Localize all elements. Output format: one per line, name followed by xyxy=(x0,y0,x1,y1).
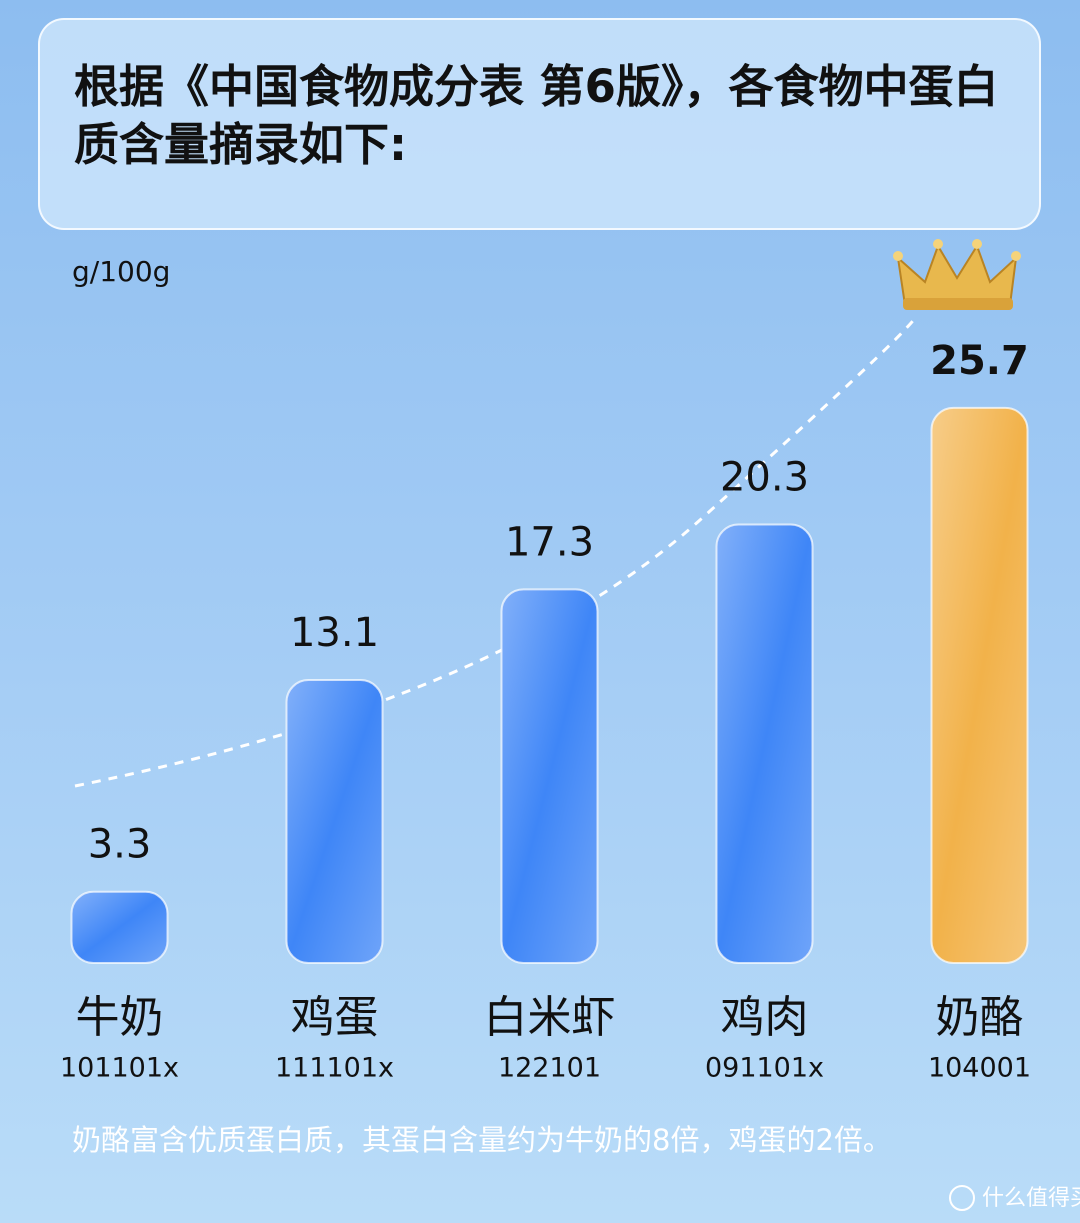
x-tick-label: 白米虾 xyxy=(484,992,616,1043)
watermark-icon xyxy=(949,1185,975,1211)
bar-gloss xyxy=(71,891,168,963)
y-axis-label: g/100g xyxy=(72,255,170,288)
value-label: 17.3 xyxy=(505,519,594,565)
category-code: 104001 xyxy=(928,1053,1031,1084)
watermark: 什么值得买 xyxy=(982,1186,1080,1211)
x-tick-label: 鸡蛋 xyxy=(291,992,379,1043)
trend-curve xyxy=(74,317,917,788)
bar-gloss xyxy=(716,524,813,963)
annotation: 奶酪富含优质蛋白质，其蛋白含量约为牛奶的8倍，鸡蛋的2倍。 xyxy=(72,1123,892,1157)
bar-gloss xyxy=(931,407,1028,963)
title-box: 根据《中国食物成分表 第6版》，各食物中蛋白质含量摘录如下: xyxy=(38,18,1041,230)
x-tick-label: 奶酪 xyxy=(936,992,1024,1043)
category-code: 122101 xyxy=(498,1053,601,1084)
bar-gloss xyxy=(286,680,383,963)
category-code: 091101x xyxy=(705,1053,824,1084)
category-code: 111101x xyxy=(275,1053,394,1084)
x-tick-label: 鸡肉 xyxy=(721,992,809,1043)
bar-gloss xyxy=(501,589,598,963)
crown xyxy=(893,239,1021,310)
value-label: 13.1 xyxy=(290,610,379,656)
value-label: 3.3 xyxy=(88,822,152,868)
chart-title: 根据《中国食物成分表 第6版》，各食物中蛋白质含量摘录如下: xyxy=(74,60,999,171)
x-tick-label: 牛奶 xyxy=(76,992,164,1043)
category-code: 101101x xyxy=(60,1053,179,1084)
value-label: 20.3 xyxy=(720,455,809,501)
value-label: 25.7 xyxy=(930,338,1029,384)
